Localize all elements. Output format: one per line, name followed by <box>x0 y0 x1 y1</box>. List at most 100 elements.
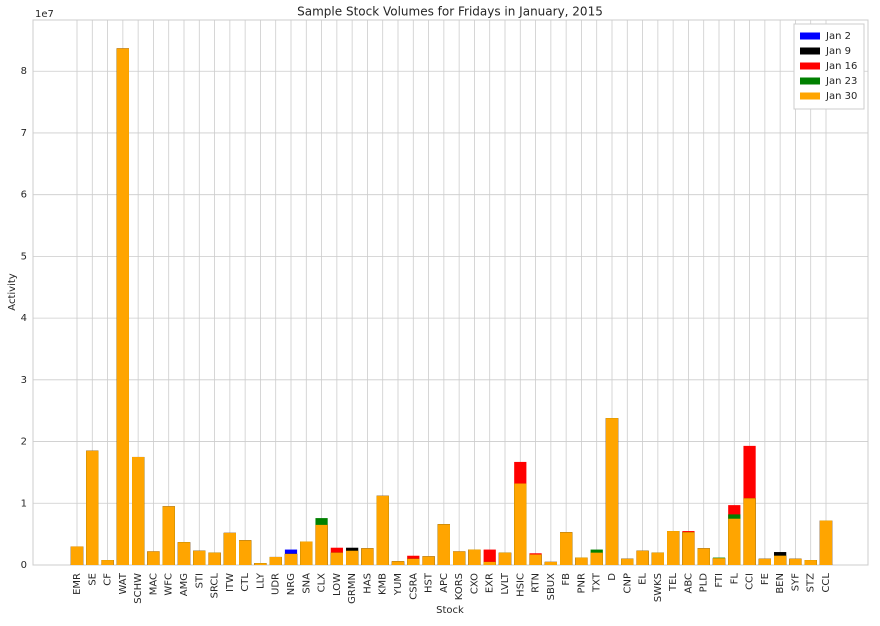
bar <box>483 561 496 565</box>
bar <box>529 554 542 565</box>
x-tick-label: EL <box>638 573 649 585</box>
bar <box>758 558 771 565</box>
x-tick-label: SE <box>87 573 98 586</box>
bar <box>376 495 389 565</box>
bar <box>590 552 603 565</box>
x-tick-label: SNA <box>301 573 312 594</box>
bar <box>804 560 817 565</box>
bar <box>774 555 787 565</box>
bar <box>407 558 420 565</box>
bar <box>483 549 496 565</box>
bar <box>239 540 252 565</box>
bar <box>315 524 328 565</box>
x-tick-label: CSRA <box>408 573 419 600</box>
y-tick-label: 8 <box>21 66 27 77</box>
bar <box>116 48 129 565</box>
x-tick-label: AMG <box>179 573 190 596</box>
x-tick-label: CF <box>103 573 114 586</box>
bar <box>651 552 664 565</box>
x-tick-label: CXO <box>469 573 480 594</box>
chart-title: Sample Stock Volumes for Fridays in Janu… <box>297 5 603 19</box>
bar <box>697 548 710 565</box>
bar <box>498 552 512 565</box>
x-tick-label: TEL <box>668 573 679 592</box>
legend-label: Jan 30 <box>825 91 857 102</box>
bar <box>132 456 145 565</box>
x-tick-label: CCI <box>745 573 756 590</box>
x-tick-label: LOW <box>332 573 343 596</box>
y-tick-label: 3 <box>21 375 27 386</box>
x-tick-label: LLY <box>255 572 266 589</box>
x-tick-label: HST <box>424 572 435 593</box>
y-tick-label: 7 <box>21 128 27 139</box>
y-tick-label: 6 <box>21 190 27 201</box>
bar <box>621 558 634 565</box>
bar <box>162 506 175 565</box>
bar <box>728 518 741 565</box>
bar <box>361 548 374 565</box>
x-tick-label: UDR <box>271 573 282 595</box>
x-tick-label: RTN <box>531 573 542 593</box>
bar <box>453 551 466 565</box>
bar <box>147 551 160 565</box>
x-tick-label: WAT <box>118 572 129 594</box>
x-tick-label: ABC <box>683 573 694 594</box>
x-tick-label: TXT <box>592 572 603 593</box>
x-tick-label: FL <box>729 573 740 585</box>
x-tick-label: APC <box>439 573 450 593</box>
x-tick-label: MAC <box>148 573 159 595</box>
y-tick-label: 4 <box>21 313 27 324</box>
bar <box>437 524 450 565</box>
bar <box>346 550 359 565</box>
x-tick-label: STI <box>194 573 205 588</box>
legend-swatch <box>800 62 820 70</box>
x-tick-label: NRG <box>286 573 297 595</box>
bar <box>468 549 481 565</box>
bar <box>712 558 726 565</box>
x-tick-label: HAS <box>362 573 373 594</box>
legend-label: Jan 16 <box>825 61 857 72</box>
bar <box>177 542 191 565</box>
bar <box>514 483 527 565</box>
x-tick-label: FTI <box>714 573 725 588</box>
y-axis-label: Activity <box>7 273 18 310</box>
x-tick-label: SYF <box>790 573 801 591</box>
x-tick-label: GRMN <box>347 573 358 604</box>
x-tick-label: LVLT <box>500 572 511 595</box>
bar <box>575 557 588 565</box>
legend-swatch <box>800 47 820 55</box>
legend-label: Jan 2 <box>825 31 851 42</box>
bar <box>70 546 84 565</box>
bar <box>682 532 695 565</box>
x-tick-label: SCHW <box>133 573 144 604</box>
x-tick-label: CTL <box>240 573 251 592</box>
x-tick-label: SRCL <box>210 573 221 599</box>
x-tick-label: CNP <box>622 573 633 594</box>
x-tick-label: BEN <box>775 573 786 594</box>
x-tick-label: WFC <box>164 573 175 596</box>
bar <box>636 550 649 565</box>
y-tick-label: 1 <box>21 498 27 509</box>
plot-area <box>32 19 869 566</box>
bar <box>284 553 298 565</box>
x-tick-label: EXR <box>485 573 496 593</box>
y-tick-label: 0 <box>21 560 27 571</box>
bar <box>330 552 343 565</box>
legend-swatch <box>800 77 820 85</box>
bar <box>300 541 313 565</box>
bar <box>743 498 756 565</box>
legend-label: Jan 23 <box>825 76 857 87</box>
bar <box>86 450 99 565</box>
y-tick-label: 2 <box>21 437 27 448</box>
x-tick-label: SBUX <box>546 573 557 601</box>
legend-swatch <box>800 32 820 40</box>
x-tick-label: D <box>607 573 618 581</box>
legend-swatch <box>800 92 820 100</box>
legend-label: Jan 9 <box>825 46 851 57</box>
bar <box>208 552 221 565</box>
x-axis-label: Stock <box>436 605 464 616</box>
bar <box>193 550 206 565</box>
bar <box>223 532 236 565</box>
x-tick-label: STZ <box>806 573 817 592</box>
